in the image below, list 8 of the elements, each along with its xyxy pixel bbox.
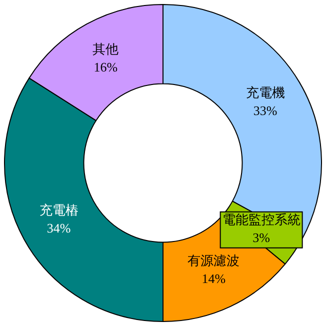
data-label: 33% [253,102,278,118]
slice-label: 有源濾波 [188,252,240,268]
data-label: 34% [46,220,71,236]
slice-label: 充電樁 [39,202,78,218]
data-label: 14% [202,270,226,286]
data-label: 16% [94,59,118,74]
slice-label: 其他 [92,41,119,56]
slice-label: 充電機 [246,84,285,100]
